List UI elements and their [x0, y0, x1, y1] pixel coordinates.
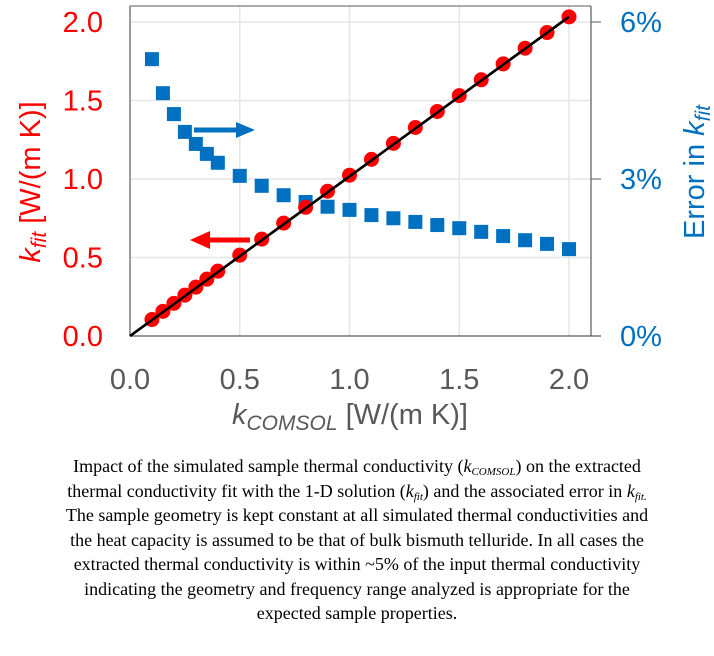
error-square-marker: [474, 224, 489, 239]
right-y-tick-label: 3%: [620, 164, 662, 196]
caption-line-7: expected sample properties.: [256, 603, 458, 623]
error-square-marker: [342, 202, 357, 217]
error-square-marker: [452, 221, 467, 236]
right-y-tick-label: 6%: [620, 7, 662, 39]
error-square-marker: [496, 229, 511, 244]
x-tick-label: 0.0: [110, 364, 150, 396]
right-y-tick-labels: 0% 3% 6%: [620, 7, 662, 353]
x-tick-labels: 0.0 0.5 1.0 1.5 2.0: [110, 364, 589, 396]
x-tick-label: 2.0: [549, 364, 589, 396]
x-tick-label: 1.0: [329, 364, 369, 396]
caption-line-2: thermal conductivity fit with the 1-D so…: [67, 480, 647, 503]
error-square-marker: [540, 236, 555, 251]
caption-line-1: Impact of the simulated sample thermal c…: [73, 456, 641, 478]
figure-caption: Impact of the simulated sample thermal c…: [0, 454, 714, 626]
caption-line-3: The sample geometry is kept constant at …: [65, 505, 649, 525]
right-y-axis-label: Error in kfit: [679, 104, 714, 239]
left-y-axis-label: kfit [W/(m K)]: [15, 101, 51, 262]
error-square-marker: [518, 233, 533, 248]
error-square-marker: [408, 214, 423, 229]
caption-line-4: the heat capacity is assumed to be that …: [70, 529, 644, 550]
left-y-tick-label: 1.0: [63, 164, 103, 196]
blue-arrow-head: [236, 122, 255, 138]
x-axis-label: kCOMSOL [W/(m K)]: [232, 399, 468, 435]
error-square-marker: [210, 155, 225, 170]
left-y-tick-labels: 0.0 0.5 1.0 1.5 2.0: [63, 7, 103, 353]
reference-line-overlay: [129, 15, 570, 338]
right-y-tick-label: 0%: [620, 321, 662, 353]
error-square-marker: [320, 199, 335, 214]
error-square-marker: [276, 188, 291, 203]
error-square-marker: [386, 211, 401, 226]
caption-line-5: extracted thermal conductivity is within…: [73, 554, 641, 574]
axis-ticks: [591, 21, 601, 337]
plot-frame: [129, 5, 601, 337]
left-y-tick-label: 0.5: [63, 243, 103, 275]
error-square-marker: [199, 146, 214, 161]
error-square-marker: [254, 178, 269, 193]
kfit-series: [129, 9, 577, 338]
x-tick-label: 0.5: [220, 364, 260, 396]
error-square-marker: [177, 124, 192, 139]
annotation-arrows: [190, 122, 255, 249]
error-square-marker: [166, 107, 181, 122]
dual-axis-chart: 0.0 0.5 1.0 1.5 2.0 0.0 0.5 1.0 1.5 2.0 0% 3% 6% k…: [15, 5, 714, 435]
red-arrow-head: [190, 231, 210, 249]
gridlines: [130, 6, 591, 336]
x-tick-label: 1.5: [439, 364, 479, 396]
error-square-marker: [144, 52, 159, 67]
error-square-marker: [232, 168, 247, 183]
caption-line-6: indicating the geometry and frequency ra…: [84, 578, 630, 599]
error-square-marker: [155, 86, 170, 101]
error-square-marker: [188, 136, 203, 151]
error-square-marker: [364, 208, 379, 223]
left-y-tick-label: 0.0: [63, 321, 103, 353]
error-series: [144, 52, 576, 257]
left-y-tick-label: 1.5: [63, 86, 103, 118]
left-y-tick-label: 2.0: [63, 7, 103, 39]
error-square-marker: [562, 242, 576, 257]
error-square-marker: [430, 218, 445, 233]
